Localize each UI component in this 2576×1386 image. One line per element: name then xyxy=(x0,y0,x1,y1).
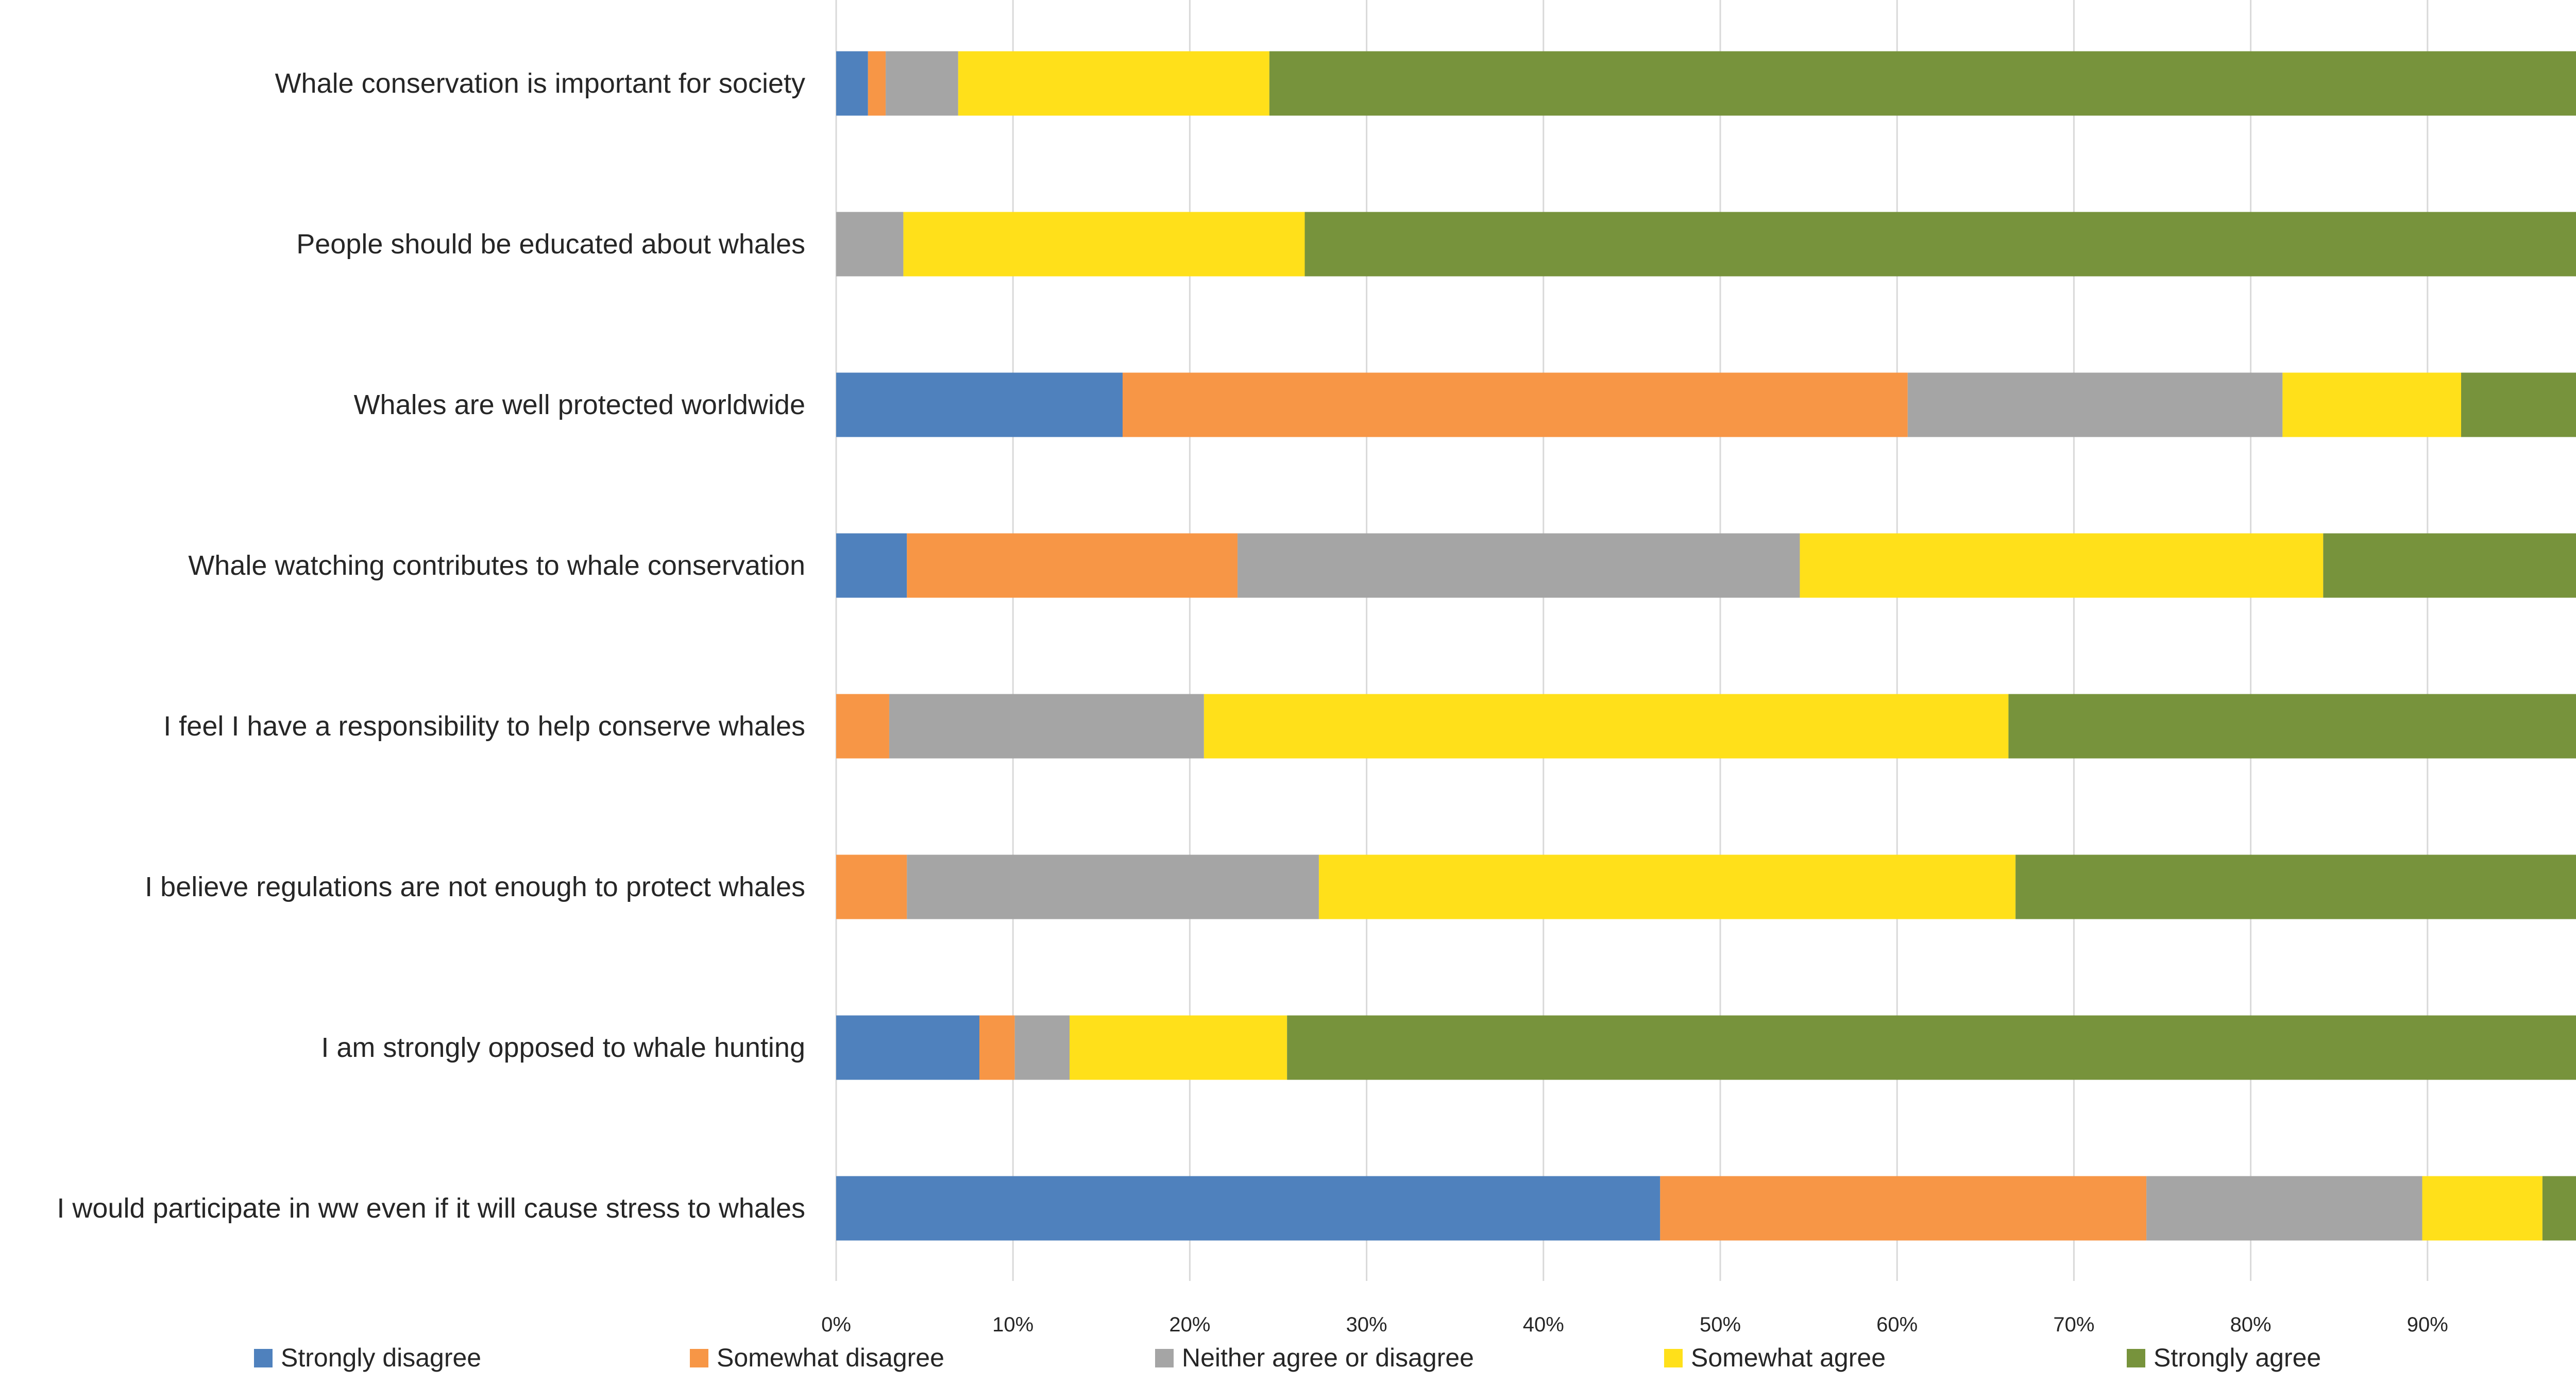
bar-segment xyxy=(886,51,958,116)
bar-segment xyxy=(1014,1015,1070,1080)
x-tick-label: 60% xyxy=(1876,1313,1918,1336)
x-tick-label: 80% xyxy=(2230,1313,2272,1336)
category-label: Whale conservation is important for soci… xyxy=(275,68,805,99)
x-tick-label: 10% xyxy=(992,1313,1033,1336)
x-tick-label: 0% xyxy=(821,1313,851,1336)
bar-segment xyxy=(1304,212,2576,277)
category-label: I believe regulations are not enough to … xyxy=(145,871,805,902)
bar-segment xyxy=(2008,694,2576,759)
category-labels: Whale conservation is important for soci… xyxy=(57,68,805,1224)
bar-segment xyxy=(836,694,889,759)
legend-label: Somewhat disagree xyxy=(717,1343,944,1372)
bar-segment xyxy=(2323,533,2576,598)
bar-segment xyxy=(868,51,886,116)
bar-segment xyxy=(1318,854,2016,919)
legend: Strongly disagree Somewhat disagree Neithe… xyxy=(254,1343,2321,1372)
bar-segment xyxy=(1269,51,2576,116)
legend-swatch xyxy=(254,1349,273,1367)
legend-swatch xyxy=(690,1349,708,1367)
bar-segment xyxy=(836,1176,1660,1241)
bar-segment xyxy=(1122,372,1908,437)
bar-segment xyxy=(2461,372,2576,437)
legend-swatch xyxy=(1664,1349,1683,1367)
bar-segment xyxy=(2282,372,2462,437)
bar-segment xyxy=(836,372,1123,437)
legend-label: Somewhat agree xyxy=(1691,1343,1886,1372)
legend-label: Strongly disagree xyxy=(281,1343,481,1372)
bar-segment xyxy=(1800,533,2324,598)
bar-segment xyxy=(836,1015,979,1080)
x-tick-label: 40% xyxy=(1523,1313,1564,1336)
bar-segment xyxy=(836,212,904,277)
bars xyxy=(836,51,2576,1241)
x-tick-label: 50% xyxy=(1700,1313,1741,1336)
bar-segment xyxy=(1070,1015,1287,1080)
x-tick-labels: 0%10%20%30%40%50%60%70%80%90%100% xyxy=(821,1313,2448,1336)
bar-segment xyxy=(836,854,907,919)
legend-swatch xyxy=(2127,1349,2145,1367)
bar-segment xyxy=(889,694,1204,759)
bar-segment xyxy=(836,51,868,116)
bar-segment xyxy=(1907,372,2283,437)
bar-segment xyxy=(979,1015,1015,1080)
category-label: Whale watching contributes to whale cons… xyxy=(188,550,805,581)
x-tick-label: 90% xyxy=(2407,1313,2448,1336)
x-tick-label: 20% xyxy=(1169,1313,1210,1336)
gridlines xyxy=(835,0,2429,1281)
bar-segment xyxy=(958,51,1269,116)
bar-segment xyxy=(836,533,907,598)
category-label: I am strongly opposed to whale hunting xyxy=(321,1032,805,1063)
x-tick-label: 30% xyxy=(1346,1313,1387,1336)
bar-segment xyxy=(903,212,1305,277)
bar-segment xyxy=(1204,694,2009,759)
x-tick-label: 70% xyxy=(2053,1313,2094,1336)
bar-segment xyxy=(907,854,1319,919)
category-label: People should be educated about whales xyxy=(296,229,805,260)
bar-segment xyxy=(1238,533,1800,598)
category-label: I would participate in ww even if it wil… xyxy=(57,1193,805,1224)
bar-segment xyxy=(2542,1176,2576,1241)
legend-label: Strongly agree xyxy=(2154,1343,2321,1372)
bar-segment xyxy=(907,533,1238,598)
legend-swatch xyxy=(1155,1349,1174,1367)
bar-segment xyxy=(1660,1176,2147,1241)
category-label: Whales are well protected worldwide xyxy=(354,389,805,420)
bar-segment xyxy=(2146,1176,2422,1241)
bar-segment xyxy=(2422,1176,2543,1241)
category-label: I feel I have a responsibility to help c… xyxy=(163,711,805,742)
bar-segment xyxy=(2015,854,2576,919)
bar-segment xyxy=(1287,1015,2576,1080)
legend-label: Neither agree or disagree xyxy=(1182,1343,1474,1372)
